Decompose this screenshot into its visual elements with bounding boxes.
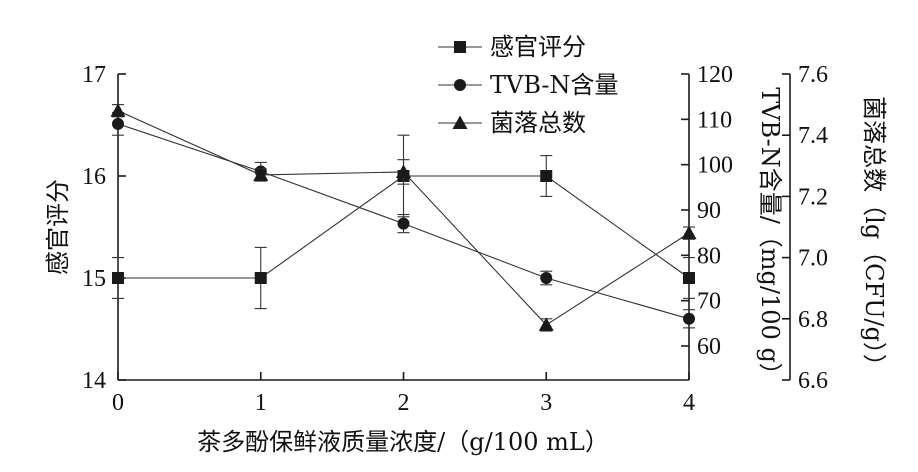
series-group	[110, 103, 697, 332]
y-axis-right1-title: TVB-N含量/（mg/100 g）	[756, 87, 784, 387]
x-axis-title: 茶多酚保鲜液质量浓度/（g/100 mL）	[197, 428, 609, 456]
y-right2-tick-label: 7.4	[798, 123, 828, 149]
y-right1-tick-label: 120	[697, 62, 733, 88]
x-tick-label: 3	[540, 390, 552, 416]
y-right2-tick-label: 7.0	[798, 246, 828, 272]
y-right1-tick-label: 80	[697, 243, 721, 269]
legend-label: TVB-N含量	[490, 71, 619, 99]
x-tick-label: 2	[398, 390, 410, 416]
y-right2-tick-label: 6.6	[798, 368, 828, 394]
data-point	[110, 103, 126, 117]
legend-label: 菌落总数	[490, 109, 586, 137]
y-axis-right2-title: 菌落总数（lg（CFU/g））	[860, 96, 888, 378]
data-point	[683, 272, 695, 284]
data-point	[397, 217, 410, 230]
series-3	[110, 103, 697, 332]
y-right2-tick-label: 7.2	[798, 184, 828, 210]
y-right1-tick-label: 90	[697, 198, 721, 224]
data-point	[540, 170, 553, 182]
data-point	[683, 312, 695, 325]
data-point	[540, 272, 553, 284]
x-tick-label: 4	[683, 390, 695, 416]
legend-entry: 感官评分	[438, 33, 586, 61]
legend-marker	[454, 79, 466, 91]
y-right1-tick-label: 110	[697, 107, 732, 133]
legend-marker	[454, 41, 466, 53]
legend-entry: 菌落总数	[438, 109, 586, 137]
data-point	[112, 272, 124, 284]
y-axis-left-title: 感官评分	[44, 179, 72, 275]
x-tick-label: 1	[255, 390, 267, 416]
data-point	[681, 225, 697, 240]
axes: 0 1 2 3 4 14 15 16 17 60 70 80 90 100 110 120 6.6 6.8 7.0 7…	[44, 62, 888, 416]
y-left-tick-label: 15	[82, 266, 106, 292]
y-left-tick-label: 14	[82, 368, 106, 394]
data-point	[396, 164, 411, 178]
data-point	[254, 272, 267, 284]
y-right2-tick-label: 7.6	[798, 62, 828, 88]
y-left-tick-label: 16	[82, 164, 106, 190]
legend-entry: TVB-N含量	[438, 71, 619, 99]
data-point	[112, 117, 124, 130]
data-point	[253, 167, 269, 181]
y-right1-tick-label: 60	[697, 334, 721, 360]
y-right1-tick-label: 100	[697, 153, 733, 179]
legend-marker	[452, 115, 468, 129]
y-right2-tick-label: 6.8	[798, 307, 828, 333]
y-left-tick-label: 17	[82, 62, 106, 88]
y-right1-tick-label: 70	[697, 289, 721, 315]
legend-label: 感官评分	[490, 33, 586, 61]
data-point	[538, 317, 554, 331]
x-tick-label: 0	[112, 390, 124, 416]
